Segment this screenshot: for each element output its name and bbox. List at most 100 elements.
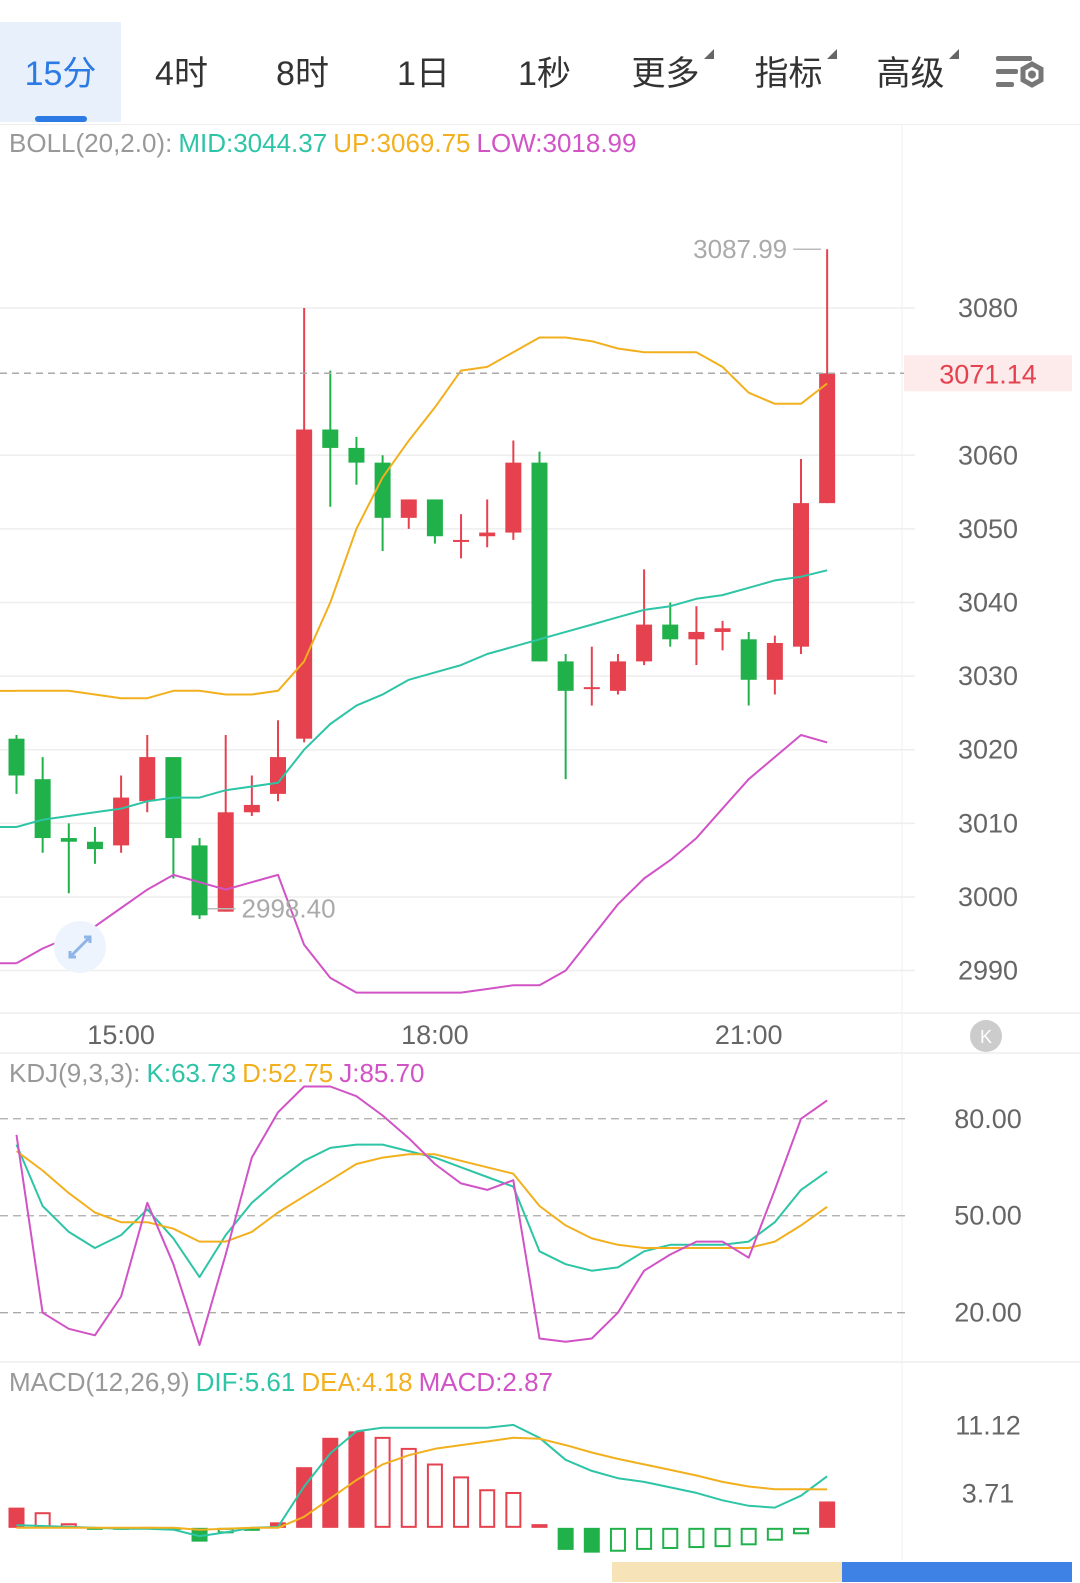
chart-settings-icon <box>996 56 1044 88</box>
tab-15min-label: 15分 <box>24 55 97 93</box>
candle-body <box>34 779 51 839</box>
macd-histogram-bar <box>793 1527 809 1535</box>
time-axis-tick: 15:00 <box>87 1020 155 1050</box>
macd-histogram-bar <box>583 1527 600 1553</box>
candle-body <box>505 462 522 533</box>
macd-histogram-bar <box>453 1476 470 1528</box>
macd-dea-line <box>16 1436 828 1531</box>
axis-layer: 3080 3060 3050 3040 3030 3020 3010 3000 2990 3071… <box>54 293 1072 1509</box>
macd-legend: MACD(12,26,9) DIF:5.61 DEA:4.18 MACD:2.87 <box>9 1367 559 1398</box>
high-marker-label: 3087.99 <box>693 234 787 264</box>
candle-body <box>662 624 679 640</box>
range-bar-segment <box>842 1562 1072 1582</box>
macd-histogram-bar <box>505 1492 522 1528</box>
candle-body <box>583 687 600 690</box>
macd-histogram-bar <box>86 1527 103 1530</box>
macd-dif-line <box>16 1423 828 1538</box>
price-axis-tick: 3030 <box>958 661 1018 691</box>
expand-icon-arrows <box>68 935 92 959</box>
macd-histogram-bar <box>374 1436 391 1528</box>
tab-15min[interactable]: 15分 <box>0 22 121 122</box>
kdj-d-line <box>15 1150 828 1249</box>
tab-1d[interactable]: 1日 <box>363 22 484 122</box>
macd-histogram-bar <box>609 1527 626 1552</box>
range-bar-segment <box>612 1562 842 1582</box>
k-badge-letter: K <box>980 1027 992 1047</box>
macd-panel <box>8 1423 836 1553</box>
candle-body <box>322 429 339 448</box>
macd-histogram-bar <box>191 1527 208 1542</box>
tab-advanced[interactable]: 高级 <box>850 22 971 122</box>
kdj-panel <box>15 1085 828 1346</box>
tab-8h-label: 8时 <box>276 55 329 93</box>
tab-more[interactable]: 更多 <box>605 22 726 122</box>
tab-indicators[interactable]: 指标 <box>728 22 849 122</box>
tab-8h[interactable]: 8时 <box>242 22 363 122</box>
candle-body <box>243 804 260 813</box>
candle-body <box>688 631 705 640</box>
macd-axis-tick: 11.12 <box>955 1411 1021 1441</box>
dropdown-triangle-icon <box>703 49 714 59</box>
candle-body <box>217 812 234 912</box>
candle-body <box>531 462 548 662</box>
dropdown-triangle-icon <box>948 49 959 59</box>
kdj-j-value: J:85.70 <box>339 1058 425 1088</box>
candle-body <box>714 628 731 632</box>
boll-label: BOLL(20,2.0): <box>9 128 173 158</box>
macd-histogram-bar <box>766 1527 783 1541</box>
price-axis-tick: 3010 <box>958 808 1018 838</box>
candle-body <box>793 503 809 647</box>
candle-body <box>636 624 653 662</box>
price-axis-tick: 2990 <box>958 956 1018 986</box>
active-tab-indicator <box>34 116 87 122</box>
kdj-k-value: K:63.73 <box>146 1058 237 1088</box>
macd-axis-tick: 3.71 <box>962 1479 1015 1509</box>
candle-body <box>400 499 417 518</box>
low-marker-label: 2998.40 <box>242 894 336 924</box>
boll-up-line <box>16 336 828 700</box>
candle-body <box>296 429 313 739</box>
tab-1s-label: 1秒 <box>518 55 571 93</box>
tab-1s[interactable]: 1秒 <box>484 22 605 122</box>
tab-4h[interactable]: 4时 <box>121 22 242 122</box>
boll-low-line <box>16 734 828 994</box>
expand-chart-icon <box>54 921 106 973</box>
current-price-badge <box>904 355 1072 392</box>
time-axis-tick: 21:00 <box>715 1020 783 1050</box>
candle-body <box>740 639 757 680</box>
price-axis-tick: 3080 <box>958 293 1018 323</box>
kdj-axis-tick: 50.00 <box>954 1201 1022 1231</box>
boll-legend: BOLL(20,2.0): MID:3044.37 UP:3069.75 LOW:30… <box>9 128 642 159</box>
chart-settings-button[interactable] <box>994 50 1050 96</box>
candle-body <box>86 841 103 850</box>
candle-body <box>113 797 130 846</box>
kdj-axis-tick: 20.00 <box>954 1298 1022 1328</box>
macd-histogram-bar <box>688 1527 705 1549</box>
price-axis-tick: 3050 <box>958 514 1018 544</box>
price-panel: 3087.99 2998.40 <box>0 234 1072 994</box>
macd-histogram-bar <box>479 1489 496 1528</box>
boll-low-value: LOW:3018.99 <box>476 128 637 158</box>
price-axis-tick: 3060 <box>958 440 1018 470</box>
macd-histogram-bar <box>531 1524 548 1528</box>
macd-histogram-bar <box>740 1527 757 1546</box>
boll-mid-value: MID:3044.37 <box>178 128 328 158</box>
macd-histogram-bar <box>662 1527 679 1549</box>
candle-body <box>374 462 391 518</box>
macd-histogram-bar <box>8 1507 25 1528</box>
kdj-legend: KDJ(9,3,3): K:63.73 D:52.75 J:85.70 <box>9 1058 431 1089</box>
candle-body <box>479 532 496 537</box>
macd-histogram-bar <box>819 1501 836 1528</box>
macd-label: MACD(12,26,9) <box>9 1367 190 1397</box>
candle-body <box>139 757 156 802</box>
bottom-range-bar[interactable] <box>0 1560 1080 1583</box>
candle-body <box>453 539 470 542</box>
kdj-k-line <box>15 1143 828 1279</box>
period-tab-bar: 15分 4时 8时 1日 1秒 更多 指标 高级 <box>0 0 1080 125</box>
macd-histogram-bar <box>322 1437 339 1528</box>
candle-body <box>8 738 25 776</box>
tab-indicators-label: 指标 <box>754 55 823 93</box>
candle-body <box>426 499 443 537</box>
candle-body <box>348 447 365 463</box>
